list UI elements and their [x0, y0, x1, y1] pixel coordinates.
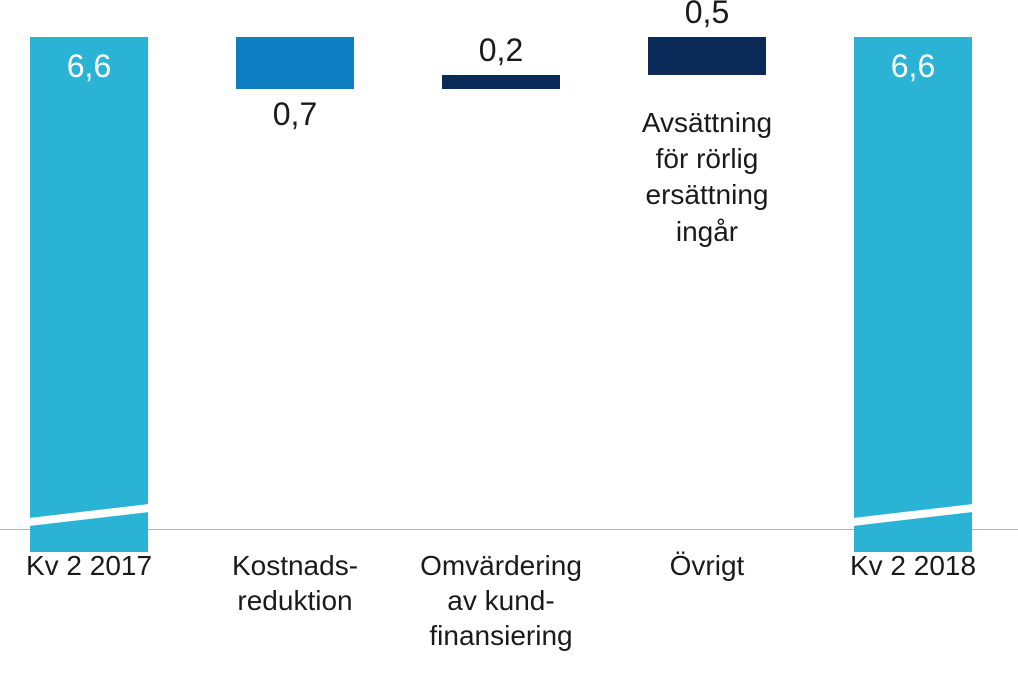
bar-kv2_2018	[854, 37, 972, 552]
value-label-ovrigt: 0,5	[648, 0, 766, 31]
x-label-omvardering: Omvärderingav kund-finansiering	[402, 548, 600, 653]
value-label-omvardering: 0,2	[442, 32, 560, 69]
bar-kv2_2017	[30, 37, 148, 552]
value-label-kostnadsreduktion: 0,7	[236, 96, 354, 133]
annotation-ovrigt: Avsättningför rörligersättningingår	[618, 105, 796, 245]
x-label-kostnadsreduktion: Kostnads-reduktion	[196, 548, 394, 618]
bar-omvardering	[442, 75, 560, 90]
x-label-ovrigt: Övrigt	[608, 548, 806, 583]
x-label-kv2_2018: Kv 2 2018	[814, 548, 1012, 583]
plot-area: 6,6 0,7 0,2 0,5 Avsättningför rörligersättni…	[0, 0, 1018, 552]
waterfall-chart: 6,6 0,7 0,2 0,5 Avsättningför rörligersättni…	[0, 0, 1018, 682]
bar-kostnadsreduktion	[236, 37, 354, 89]
axis-break-icon	[853, 504, 973, 532]
axis-break-icon	[29, 504, 149, 532]
x-label-kv2_2017: Kv 2 2017	[0, 548, 188, 583]
bar-ovrigt	[648, 37, 766, 74]
value-label-kv2_2018: 6,6	[854, 48, 972, 85]
value-label-kv2_2017: 6,6	[30, 48, 148, 85]
